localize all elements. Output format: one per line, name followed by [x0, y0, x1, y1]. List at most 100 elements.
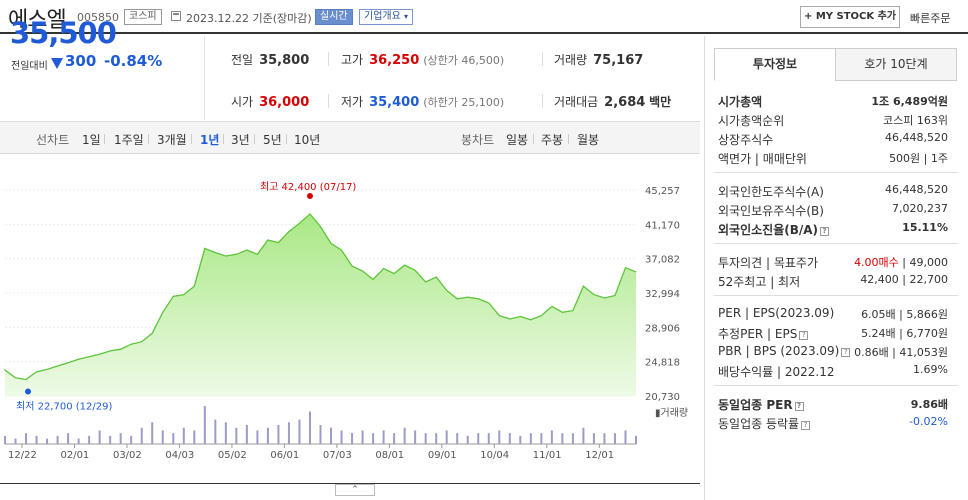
volume-bar [4, 435, 6, 444]
volume-bar [77, 438, 80, 444]
price-box [0, 36, 205, 120]
stat-volume: 거래량 75,167 [554, 53, 644, 68]
y-tick-label: 37,082 [645, 255, 680, 266]
volume-bar [67, 433, 70, 444]
invest-row: 외국인한도주식수(A) 46,448,520 [718, 183, 948, 201]
volume-bar [287, 422, 290, 444]
candle-chart-label: 봉차트 [461, 133, 495, 147]
stock-header [0, 0, 968, 34]
volume-bar [224, 422, 227, 444]
volume-bar [140, 427, 143, 444]
quick-order-link[interactable]: 빠른주문 [910, 12, 951, 25]
volume-bar [298, 419, 301, 444]
volume-bar [529, 433, 532, 444]
volume-bar [561, 433, 564, 444]
invest-row-value: 15.11% [902, 221, 948, 234]
invest-row-label: 외국인보유주식수(B) [718, 204, 824, 218]
chevron-down-icon: ▾ [404, 12, 409, 21]
invest-row-value: 500원 | 1주 [889, 152, 948, 165]
candle-monthly[interactable]: 월봉 [577, 133, 600, 147]
invest-row-value: 46,448,520 [885, 183, 948, 196]
tab-invest-info[interactable]: 투자정보 [714, 48, 836, 81]
tab-order-book[interactable]: 호가 10단계 [835, 48, 957, 81]
period-3y[interactable]: 3년 [231, 133, 250, 147]
help-icon[interactable]: ? [841, 348, 851, 357]
my-stock-add-button[interactable]: + MY STOCK 추가 [800, 6, 900, 28]
y-tick-label: 32,994 [645, 289, 680, 300]
collapse-chart-button[interactable]: ⌃ [335, 484, 375, 496]
volume-bar [571, 433, 574, 444]
invest-row-value: 1조 6,489억원 [871, 95, 948, 108]
volume-bar [14, 438, 17, 444]
invest-row-label: PBR | BPS (2023.09)? [718, 344, 851, 358]
volume-bar [109, 435, 112, 444]
y-tick-label: 41,170 [645, 220, 680, 231]
volume-bar [592, 433, 595, 444]
volume-bar [214, 419, 217, 444]
company-info-dropdown[interactable]: 기업개요 ▾ [359, 9, 414, 25]
stock-code: 005850 [77, 11, 119, 24]
volume-bar [340, 430, 343, 444]
help-icon[interactable]: ? [801, 421, 811, 430]
help-icon[interactable]: ? [820, 227, 830, 236]
volume-bar [182, 427, 185, 444]
candle-weekly[interactable]: 주봉 [541, 133, 564, 147]
volume-bar [308, 411, 311, 444]
volume-bar [466, 435, 469, 444]
invest-row-label: 외국인소진율(B/A)? [718, 221, 830, 238]
volume-bar [403, 427, 406, 444]
period-3m[interactable]: 3개월 [157, 133, 187, 147]
period-1w[interactable]: 1주일 [114, 133, 144, 147]
volume-bar [540, 433, 543, 444]
volume-bar [414, 430, 417, 444]
period-1d[interactable]: 1일 [82, 133, 101, 147]
invest-row: 액면가 | 매매단위 500원 | 1주 [718, 150, 948, 168]
invest-row-value: 5.24배 | 6,770원 [861, 327, 948, 340]
volume-bar [25, 433, 28, 444]
x-tick-label: 05/02 [218, 450, 247, 461]
help-icon[interactable]: ? [799, 331, 809, 340]
y-tick-label: 28,906 [645, 323, 680, 334]
period-10y[interactable]: 10년 [294, 133, 321, 147]
volume-bar [477, 433, 480, 444]
stat-high: 고가 36,250 (상한가 46,500) [341, 53, 505, 68]
current-price: 35,500 [10, 16, 117, 50]
invest-row: 시가총액 1조 6,489억원 [718, 93, 948, 111]
invest-row-label: 액면가 | 매매단위 [718, 152, 807, 166]
volume-bar [393, 433, 396, 444]
invest-row: 시가총액순위 코스피 163위 [718, 112, 948, 130]
invest-row-label: 추정PER | EPS? [718, 325, 809, 342]
x-tick-label: 12/01 [585, 450, 614, 461]
volume-bar [508, 433, 511, 444]
volume-bar [613, 433, 616, 444]
volume-bar [119, 433, 122, 444]
min-label: 최저 22,700 (12/29) [16, 400, 112, 412]
invest-panel [704, 36, 968, 500]
invest-row: 추정PER | EPS? 5.24배 | 6,770원 [718, 325, 948, 343]
invest-row-label: PER | EPS(2023.09) [718, 306, 835, 320]
invest-row-label: 동일업종 PER? [718, 396, 804, 413]
volume-bar [519, 435, 522, 444]
volume-bar [372, 433, 375, 444]
stat-prev: 전일 35,800 [231, 53, 310, 68]
volume-bar [161, 430, 164, 444]
volume-bar [245, 425, 248, 444]
candle-daily[interactable]: 일봉 [506, 133, 529, 147]
help-icon[interactable]: ? [794, 402, 804, 411]
period-5y[interactable]: 5년 [263, 133, 282, 147]
invest-row: 52주최고 | 최저 42,400 | 22,700 [718, 273, 948, 291]
x-tick-label: 07/03 [323, 450, 352, 461]
volume-bar [351, 433, 354, 444]
line-chart-label: 선차트 [36, 133, 70, 147]
realtime-button[interactable]: 실시간 [315, 9, 353, 25]
invest-row-value: 42,400 | 22,700 [860, 273, 948, 286]
invest-row-label: 동일업종 등락률? [718, 415, 811, 432]
volume-bar [56, 435, 59, 444]
volume-bar [319, 425, 322, 444]
period-1y[interactable]: 1년 [200, 133, 220, 147]
change-label: 전일대비 [11, 61, 48, 72]
volume-bar [172, 433, 175, 444]
min-point [25, 388, 32, 395]
stat-amount: 거래대금 2,684 백만 [554, 95, 672, 110]
x-tick-label: 09/01 [428, 450, 457, 461]
